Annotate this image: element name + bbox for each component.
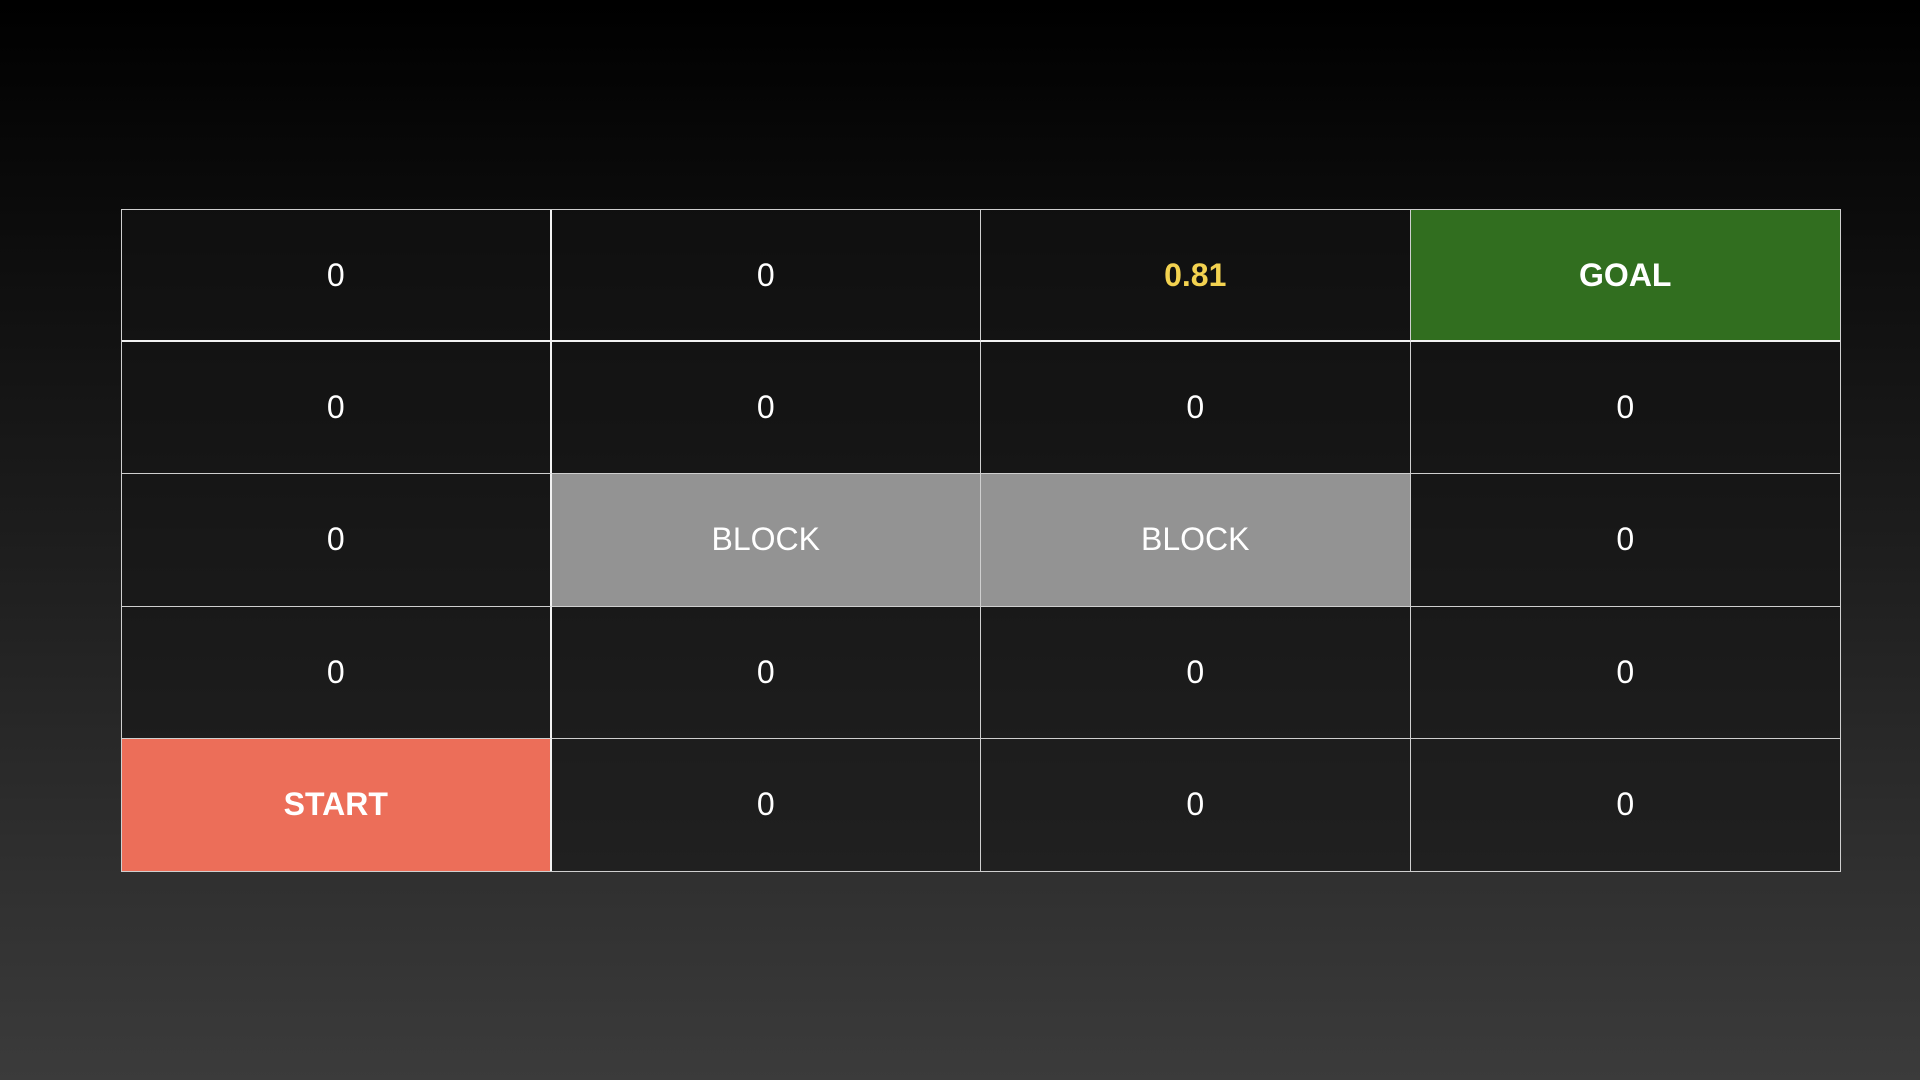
gridworld-board: 0 0 0.81 GOAL 0 0 0 0 0 BLOCK BLOCK 0 0 …: [121, 209, 1841, 872]
grid-cell-r1-c0[interactable]: 0: [122, 342, 552, 475]
grid-cell-r0-c0[interactable]: 0: [122, 210, 552, 343]
grid-cell-r4-c1[interactable]: 0: [551, 738, 981, 871]
grid-cell-r3-c3[interactable]: 0: [1410, 606, 1840, 739]
grid-cell-r1-c2[interactable]: 0: [981, 342, 1411, 475]
goal-cell[interactable]: GOAL: [1410, 210, 1840, 343]
grid-cell-r4-c2[interactable]: 0: [981, 738, 1411, 871]
grid-cell-r4-c3[interactable]: 0: [1410, 738, 1840, 871]
block-cell[interactable]: BLOCK: [551, 474, 981, 607]
grid-cell-r1-c1[interactable]: 0: [551, 342, 981, 475]
grid-cell-r0-c1[interactable]: 0: [551, 210, 981, 343]
grid-cell-r2-c0[interactable]: 0: [122, 474, 552, 607]
grid-cell-r3-c2[interactable]: 0: [981, 606, 1411, 739]
grid-cell-r3-c0[interactable]: 0: [122, 606, 552, 739]
grid-cell-r0-c2-highlighted-value[interactable]: 0.81: [981, 210, 1411, 343]
grid-cell-r2-c3[interactable]: 0: [1410, 474, 1840, 607]
grid-cell-r3-c1[interactable]: 0: [551, 606, 981, 739]
grid-cell-r1-c3[interactable]: 0: [1410, 342, 1840, 475]
start-cell[interactable]: START: [122, 738, 552, 871]
block-cell[interactable]: BLOCK: [981, 474, 1411, 607]
